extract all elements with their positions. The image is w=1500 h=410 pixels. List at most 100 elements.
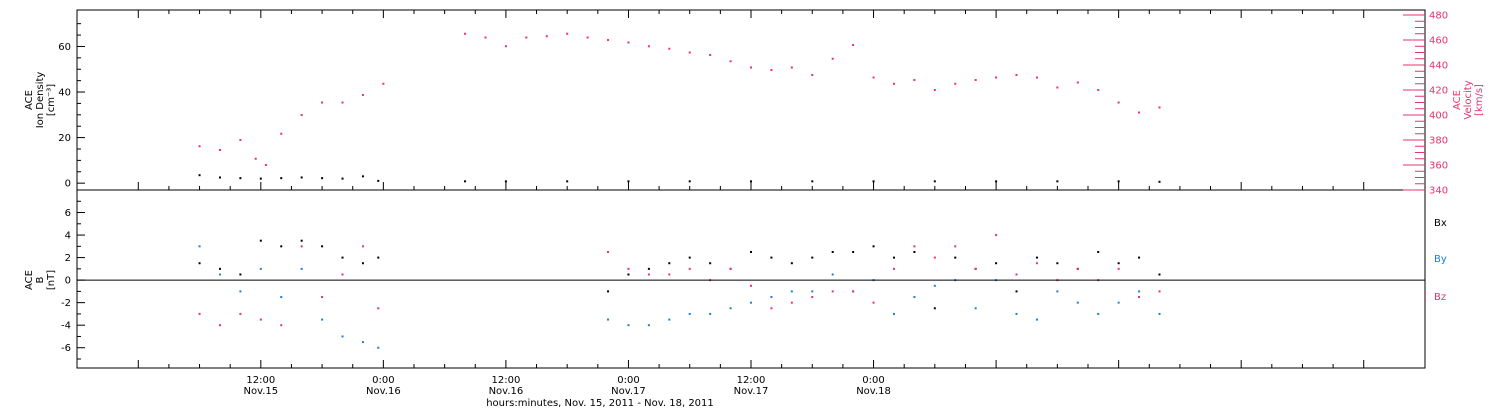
y2label-line-2: Velocity	[1463, 80, 1474, 119]
density-point	[750, 180, 752, 183]
bz-point	[892, 267, 895, 270]
velocity-point	[607, 39, 610, 41]
bx-point	[790, 262, 793, 265]
by-point	[790, 290, 793, 293]
by-point	[1097, 312, 1100, 315]
velocity-point	[627, 41, 630, 44]
x-tick-label-date: Nov.16	[366, 386, 401, 397]
ylabel-line-3: [cm⁻³]	[46, 84, 57, 116]
velocity-point	[264, 164, 267, 166]
velocity-point	[729, 60, 732, 63]
bx-point	[811, 256, 814, 259]
by-point	[1056, 290, 1059, 293]
by-point	[913, 296, 916, 299]
bx-point	[259, 239, 262, 242]
velocity-point	[892, 82, 895, 85]
bx-point	[280, 245, 283, 248]
bz-point	[321, 296, 324, 299]
bz-point	[377, 307, 380, 310]
velocity-point	[1097, 89, 1100, 91]
bx-point	[1097, 250, 1100, 253]
velocity-point	[668, 47, 671, 50]
velocity-point	[382, 82, 385, 85]
bz-point	[872, 301, 875, 304]
x-tick-label-date: Nov.17	[611, 386, 646, 397]
velocity-point	[1035, 76, 1038, 79]
x-tick-label-time: 0:00	[372, 375, 394, 386]
bx-point	[954, 256, 957, 259]
by-point	[729, 307, 732, 310]
bx-point	[933, 307, 936, 310]
bx-point	[831, 250, 834, 253]
bz-point	[995, 234, 998, 237]
bz-point	[1035, 262, 1038, 265]
y2-tick-label: 420	[1429, 86, 1448, 97]
bx-point	[852, 250, 855, 253]
bz-point	[1117, 267, 1120, 270]
bx-point	[1035, 256, 1038, 259]
y2label-line-1: ACE	[1452, 90, 1463, 110]
by-point	[1076, 301, 1079, 304]
y-tick-label: 0	[65, 179, 71, 190]
by-point	[933, 284, 936, 287]
legend-bz: Bz	[1434, 292, 1446, 303]
bz-point	[1015, 273, 1018, 276]
density-point	[933, 180, 936, 183]
bx-point	[321, 245, 324, 248]
velocity-point	[852, 44, 855, 46]
top-panel-frame	[76, 9, 1426, 191]
density-point	[1056, 180, 1059, 183]
bx-point	[872, 245, 875, 248]
bx-point	[1056, 262, 1059, 265]
x-tick-label-time: 0:00	[862, 375, 884, 386]
x-tick-label-date: Nov.16	[489, 386, 524, 397]
bz-point	[1076, 267, 1079, 270]
b-y-tick-label: 6	[65, 208, 71, 219]
by-point	[321, 318, 324, 321]
by-point	[974, 307, 977, 310]
bx-point	[770, 256, 773, 259]
velocity-point	[464, 32, 467, 35]
bx-point	[361, 262, 364, 265]
by-point	[239, 290, 242, 293]
bx-point	[913, 250, 916, 253]
axes-ticks: 12:00Nov.150:00Nov.1612:00Nov.160:00Nov.…	[58, 10, 1448, 397]
by-point	[831, 273, 834, 276]
velocity-point	[218, 149, 221, 151]
bx-point	[377, 256, 380, 259]
by-point	[688, 312, 691, 315]
velocity-point	[198, 145, 201, 148]
bz-point	[647, 273, 650, 276]
velocity-point	[321, 101, 324, 104]
y2label-line-3: [km/s]	[1474, 84, 1485, 116]
by-point	[750, 301, 752, 304]
bz-point	[790, 301, 793, 304]
y2-tick-label: 480	[1429, 11, 1448, 22]
velocity-point	[974, 79, 977, 81]
bz-point	[954, 245, 957, 248]
density-point	[688, 180, 691, 183]
velocity-point	[913, 79, 916, 81]
bz-point	[750, 284, 752, 287]
bx-point	[892, 256, 895, 259]
density-point	[872, 180, 875, 183]
velocity-point	[995, 76, 998, 79]
velocity-point	[750, 66, 752, 69]
b-y-tick-label: -2	[61, 298, 71, 309]
bx-point	[239, 273, 242, 276]
velocity-point	[1158, 106, 1161, 109]
by-point	[198, 245, 201, 248]
bz-point	[239, 312, 242, 315]
velocity-point	[709, 54, 712, 56]
top-left-ylabel: ACE Ion Density [cm⁻³]	[24, 72, 57, 129]
y2-tick-label: 440	[1429, 61, 1448, 72]
bottom-panel-frame	[76, 189, 1426, 369]
y-tick-label: 60	[58, 42, 71, 53]
bz-point	[280, 324, 283, 327]
bx-point	[1117, 262, 1120, 265]
bz-point	[729, 267, 732, 270]
y2-tick-label: 340	[1429, 186, 1448, 197]
x-tick-label-time: 0:00	[617, 375, 639, 386]
velocity-point	[239, 139, 242, 141]
bx-point	[300, 239, 303, 242]
